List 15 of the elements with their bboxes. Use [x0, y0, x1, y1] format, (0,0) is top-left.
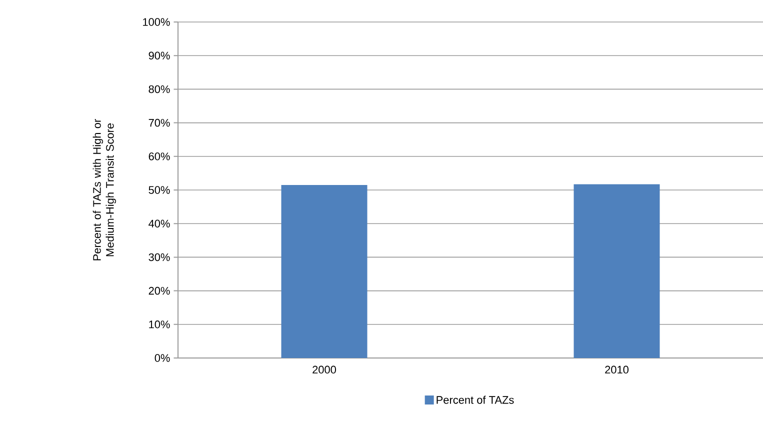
- y-tick-label: 40%: [148, 220, 170, 228]
- y-axis-title: Percent of TAZs with High or Medium-High Transit Score: [92, 119, 116, 260]
- y-tick-label: 60%: [148, 152, 170, 160]
- y-tick-label: 80%: [148, 85, 170, 94]
- legend-label: Percent of TAZs: [436, 396, 514, 404]
- x-tick-label: 2010: [605, 366, 629, 374]
- y-tick-label: 100%: [143, 18, 170, 26]
- y-tick-label: 90%: [148, 52, 170, 60]
- y-tick-label: 30%: [148, 253, 170, 262]
- x-tick-label: 2000: [312, 366, 336, 374]
- y-tick-label: 70%: [148, 118, 170, 127]
- y-tick-label: 0%: [154, 354, 170, 362]
- y-tick-label: 50%: [148, 186, 170, 194]
- y-tick-label: 20%: [148, 286, 170, 295]
- y-tick-label: 10%: [149, 320, 170, 328]
